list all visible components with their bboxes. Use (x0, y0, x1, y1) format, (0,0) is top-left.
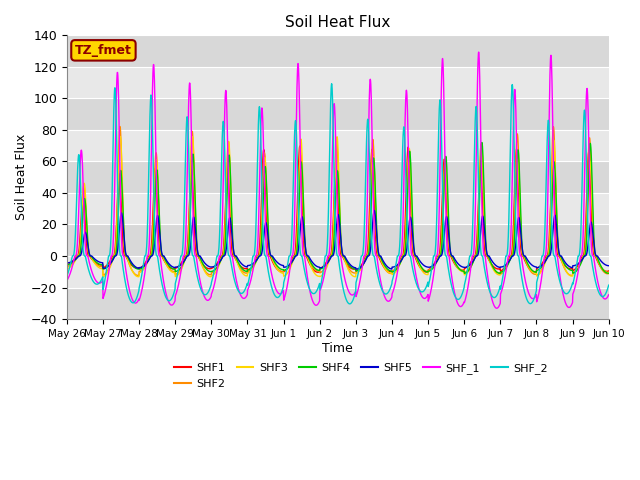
SHF3 (214, 264, 222, 270)
SHF1 (296, 143, 303, 149)
SHF4 (365, 249, 373, 254)
Line: SHF1: SHF1 (67, 146, 609, 272)
Title: Soil Heat Flux: Soil Heat Flux (285, 15, 390, 30)
SHF1 (557, 257, 565, 263)
X-axis label: Time: Time (323, 342, 353, 355)
SHF_1 (572, 279, 580, 285)
Line: SHF4: SHF4 (67, 143, 609, 274)
SHF3 (63, 266, 70, 272)
SHF1 (354, 267, 362, 273)
Bar (67, 130, 609, 161)
SHF_2 (572, 264, 580, 270)
SHF4 (63, 262, 70, 268)
Line: SHF5: SHF5 (67, 210, 609, 269)
SHF_2 (354, 273, 362, 278)
Bar (67, 225, 609, 256)
SHF3 (557, 256, 565, 262)
SHF2 (605, 271, 612, 276)
SHF5 (354, 266, 362, 272)
SHF_2 (365, 159, 373, 165)
SHF_1 (353, 290, 361, 296)
SHF3 (605, 269, 612, 275)
SHF2 (214, 262, 222, 267)
SHF1 (496, 266, 504, 272)
SHF2 (557, 257, 565, 263)
SHF2 (496, 270, 504, 276)
SHF3 (572, 267, 580, 273)
SHF2 (134, 273, 142, 278)
SHF1 (572, 265, 580, 271)
Bar (67, 67, 609, 98)
SHF5 (572, 262, 580, 268)
SHF3 (207, 274, 214, 279)
SHF5 (496, 264, 504, 270)
SHF2 (116, 124, 124, 130)
SHF3 (496, 272, 504, 278)
SHF3 (354, 269, 362, 275)
SHF_2 (328, 81, 335, 86)
SHF1 (214, 259, 222, 265)
Bar (67, 256, 609, 288)
SHF2 (354, 269, 362, 275)
SHF_1 (496, 302, 504, 308)
Line: SHF_1: SHF_1 (67, 52, 609, 308)
Line: SHF2: SHF2 (67, 127, 609, 276)
SHF_1 (63, 277, 70, 283)
Line: SHF_2: SHF_2 (67, 84, 609, 304)
SHF5 (353, 266, 360, 272)
Bar (67, 288, 609, 319)
SHF3 (189, 134, 196, 140)
SHF2 (572, 268, 580, 274)
SHF1 (365, 206, 373, 212)
SHF_2 (63, 274, 70, 279)
SHF1 (314, 269, 322, 275)
SHF_1 (557, 282, 565, 288)
SHF4 (557, 254, 565, 260)
SHF1 (63, 262, 70, 268)
SHF4 (214, 263, 222, 269)
SHF4 (605, 270, 612, 276)
Legend: SHF1, SHF2, SHF3, SHF4, SHF5, SHF_1, SHF_2: SHF1, SHF2, SHF3, SHF4, SHF5, SHF_1, SHF… (170, 359, 552, 393)
SHF_1 (605, 292, 612, 298)
SHF1 (605, 268, 612, 274)
SHF5 (214, 261, 222, 267)
Bar (67, 193, 609, 225)
SHF5 (365, 252, 373, 258)
SHF5 (371, 207, 378, 213)
SHF3 (365, 237, 373, 243)
Bar (67, 98, 609, 130)
Text: TZ_fmet: TZ_fmet (75, 44, 132, 57)
SHF4 (495, 270, 503, 276)
SHF_2 (496, 286, 504, 291)
SHF_2 (605, 282, 612, 288)
SHF_2 (214, 252, 222, 258)
SHF_1 (475, 49, 483, 55)
SHF_2 (346, 301, 353, 307)
SHF2 (365, 225, 373, 231)
SHF4 (478, 140, 486, 145)
SHF2 (63, 264, 70, 269)
SHF_1 (493, 305, 500, 311)
SHF5 (63, 260, 70, 266)
Bar (67, 161, 609, 193)
SHF4 (353, 268, 361, 274)
SHF_2 (557, 283, 565, 289)
SHF4 (572, 268, 580, 274)
SHF_1 (214, 263, 222, 268)
Y-axis label: Soil Heat Flux: Soil Heat Flux (15, 134, 28, 220)
SHF5 (557, 253, 565, 259)
SHF5 (605, 263, 612, 269)
SHF4 (496, 271, 504, 276)
SHF_1 (365, 107, 373, 113)
Bar (67, 36, 609, 67)
Line: SHF3: SHF3 (67, 137, 609, 276)
